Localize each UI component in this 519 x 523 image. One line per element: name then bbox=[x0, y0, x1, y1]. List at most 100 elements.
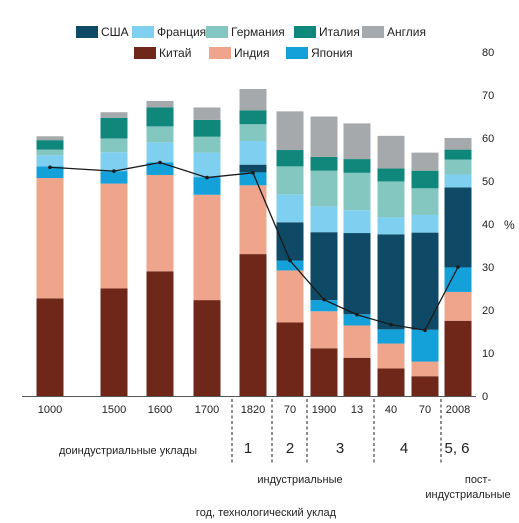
bar-segment-italy-9 bbox=[411, 170, 439, 189]
bar-segment-germany-0 bbox=[36, 149, 64, 156]
bar-segment-china-6 bbox=[310, 348, 338, 396]
bar-segment-germany-8 bbox=[377, 181, 405, 218]
bar-segment-germany-7 bbox=[343, 172, 371, 211]
bar-segment-japan-9 bbox=[411, 329, 439, 362]
bar-segment-china-8 bbox=[377, 368, 405, 396]
y-tick-label: 80 bbox=[482, 47, 494, 59]
bar-segment-germany-3 bbox=[193, 136, 221, 153]
bar-segment-germany-5 bbox=[276, 166, 304, 195]
bar-segment-china-1 bbox=[100, 288, 128, 396]
bar-segment-france-1 bbox=[100, 152, 128, 172]
bar-segment-japan-6 bbox=[310, 300, 338, 312]
bar-segment-france-3 bbox=[193, 152, 221, 178]
x-group-label-1: 1 bbox=[244, 440, 252, 457]
share-line-point-9 bbox=[423, 328, 427, 333]
bar-segment-india-7 bbox=[343, 325, 371, 358]
legend-swatch-japan bbox=[286, 47, 308, 59]
legend-item-china: Китай bbox=[134, 46, 191, 60]
share-line-point-1 bbox=[112, 169, 116, 173]
bar-segment-china-10 bbox=[444, 320, 472, 396]
x-axis-title: год, технологический уклад bbox=[196, 507, 337, 519]
bar-segment-india-9 bbox=[411, 361, 439, 377]
bar-segment-china-0 bbox=[36, 298, 64, 396]
bar-segment-england-3 bbox=[193, 107, 221, 120]
era-label-postindustrial-2: индустриальные bbox=[425, 489, 510, 501]
y-axis-unit-label: % bbox=[504, 218, 515, 232]
share-line-point-0 bbox=[48, 165, 52, 170]
x-tick-label-7: 13 bbox=[351, 404, 363, 416]
bar-segment-france-8 bbox=[377, 217, 405, 235]
legend-item-england: Англия bbox=[362, 25, 426, 39]
bar-segment-germany-2 bbox=[146, 126, 174, 143]
x-tick-label-5: 70 bbox=[284, 404, 296, 416]
legend-label-japan: Япония bbox=[311, 46, 353, 60]
y-tick-label: 60 bbox=[482, 133, 494, 145]
bar-segment-china-5 bbox=[276, 322, 304, 396]
bar-segment-india-5 bbox=[276, 270, 304, 323]
bar-segment-india-0 bbox=[36, 177, 64, 299]
bar-segment-usa-8 bbox=[377, 234, 405, 330]
bar-segment-england-6 bbox=[310, 116, 338, 157]
legend-swatch-england bbox=[362, 26, 384, 38]
x-group-label-0: доиндустриальные уклады bbox=[59, 445, 197, 457]
y-tick-label: 40 bbox=[482, 219, 494, 231]
bar-segment-japan-3 bbox=[193, 177, 221, 195]
y-tick-label: 20 bbox=[482, 305, 494, 317]
share-line-point-5 bbox=[288, 258, 292, 263]
bar-segment-japan-10 bbox=[444, 267, 472, 292]
legend-item-usa: США bbox=[76, 25, 129, 39]
bar-segment-italy-8 bbox=[377, 168, 405, 182]
bar-segment-india-2 bbox=[146, 174, 174, 272]
bar-segment-usa-6 bbox=[310, 232, 338, 301]
bar-segment-india-4 bbox=[239, 185, 267, 255]
bar-segment-france-6 bbox=[310, 206, 338, 233]
x-tick-label-9: 70 bbox=[419, 404, 431, 416]
legend-swatch-germany bbox=[206, 26, 228, 38]
bar-segment-england-0 bbox=[36, 136, 64, 141]
legend-item-japan: Япония bbox=[286, 46, 353, 60]
bar-segment-england-7 bbox=[343, 123, 371, 160]
x-tick-label-3: 1700 bbox=[195, 404, 219, 416]
bar-segment-italy-2 bbox=[146, 107, 174, 127]
bar-segment-england-1 bbox=[100, 112, 128, 118]
bar-segment-japan-2 bbox=[146, 162, 174, 175]
x-tick-label-6: 1900 bbox=[312, 404, 336, 416]
bar-segment-japan-7 bbox=[343, 314, 371, 326]
bar-segment-france-2 bbox=[146, 142, 174, 163]
x-group-label-4: 4 bbox=[400, 440, 408, 457]
bar-segment-japan-5 bbox=[276, 260, 304, 271]
bar-segment-usa-10 bbox=[444, 187, 472, 268]
bar-segment-china-3 bbox=[193, 300, 221, 396]
legend-item-france: Франция bbox=[132, 25, 206, 39]
x-tick-label-0: 1000 bbox=[38, 404, 62, 416]
x-tick-label-1: 1500 bbox=[102, 404, 126, 416]
bar-segment-india-8 bbox=[377, 343, 405, 369]
bar-segment-usa-7 bbox=[343, 233, 371, 315]
bar-segment-italy-0 bbox=[36, 140, 64, 150]
x-tick-label-2: 1600 bbox=[148, 404, 172, 416]
y-tick-label: 30 bbox=[482, 262, 494, 274]
bar-segment-italy-3 bbox=[193, 119, 221, 137]
bar-segment-france-9 bbox=[411, 214, 439, 233]
bar-segment-china-7 bbox=[343, 357, 371, 396]
bar-segment-england-2 bbox=[146, 101, 174, 108]
legend-label-italy: Италия bbox=[319, 25, 360, 39]
bar-segment-england-10 bbox=[444, 138, 472, 150]
bar-segment-italy-6 bbox=[310, 156, 338, 171]
bar-segment-india-6 bbox=[310, 311, 338, 349]
legend-swatch-usa bbox=[76, 26, 98, 38]
share-line-point-7 bbox=[355, 312, 359, 317]
bar-segment-france-4 bbox=[239, 141, 267, 165]
bar-segment-italy-7 bbox=[343, 159, 371, 173]
share-line-point-6 bbox=[322, 297, 326, 302]
share-line-point-2 bbox=[158, 160, 162, 165]
bar-segment-italy-1 bbox=[100, 117, 128, 139]
bar-segment-india-10 bbox=[444, 291, 472, 321]
bar-segment-india-1 bbox=[100, 183, 128, 289]
legend-item-italy: Италия bbox=[294, 25, 360, 39]
bar-segment-italy-4 bbox=[239, 110, 267, 125]
bar-segment-japan-1 bbox=[100, 171, 128, 184]
y-tick-label: 0 bbox=[482, 391, 488, 403]
share-line-point-3 bbox=[205, 175, 209, 180]
